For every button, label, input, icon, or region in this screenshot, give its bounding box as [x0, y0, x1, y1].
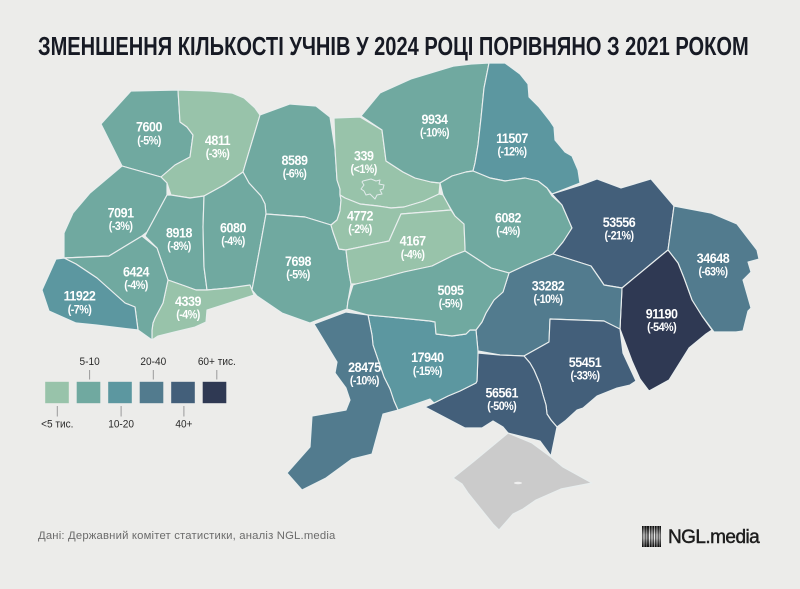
- svg-text:20-40: 20-40: [140, 355, 166, 368]
- svg-text:4811: 4811: [205, 132, 231, 148]
- svg-text:6424: 6424: [123, 264, 150, 280]
- svg-text:60+ тис.: 60+ тис.: [198, 355, 236, 368]
- svg-text:(-5%): (-5%): [439, 298, 463, 311]
- svg-text:(-4%): (-4%): [124, 279, 148, 292]
- svg-text:(-12%): (-12%): [497, 146, 527, 159]
- svg-text:28475: 28475: [348, 359, 381, 375]
- svg-text:11507: 11507: [496, 130, 528, 146]
- svg-text:7091: 7091: [108, 205, 135, 221]
- svg-text:(-10%): (-10%): [350, 375, 380, 388]
- svg-text:(-4%): (-4%): [221, 236, 245, 249]
- svg-text:7600: 7600: [136, 119, 162, 135]
- svg-text:(-4%): (-4%): [176, 309, 200, 322]
- svg-text:(-6%): (-6%): [283, 168, 307, 181]
- svg-text:6082: 6082: [495, 210, 521, 226]
- svg-text:6080: 6080: [220, 220, 246, 236]
- svg-text:(-5%): (-5%): [137, 135, 161, 148]
- svg-text:<5 тис.: <5 тис.: [41, 418, 73, 431]
- svg-text:4772: 4772: [347, 208, 373, 224]
- svg-text:(-54%): (-54%): [647, 321, 677, 334]
- svg-text:5-10: 5-10: [80, 355, 100, 368]
- svg-text:34648: 34648: [697, 250, 730, 266]
- svg-text:7698: 7698: [285, 253, 312, 269]
- svg-text:55451: 55451: [569, 354, 602, 370]
- svg-text:(-2%): (-2%): [348, 223, 372, 236]
- svg-text:(-3%): (-3%): [206, 148, 230, 161]
- svg-text:10-20: 10-20: [108, 418, 134, 431]
- svg-text:(-50%): (-50%): [487, 400, 517, 413]
- svg-text:9934: 9934: [421, 111, 448, 127]
- svg-text:91190: 91190: [646, 306, 678, 322]
- svg-text:(-5%): (-5%): [286, 269, 310, 282]
- svg-text:(-10%): (-10%): [420, 127, 450, 140]
- svg-text:(-63%): (-63%): [698, 266, 728, 279]
- svg-text:(-7%): (-7%): [68, 304, 92, 317]
- svg-text:17940: 17940: [411, 349, 444, 365]
- svg-text:(-8%): (-8%): [167, 241, 191, 254]
- svg-text:(<1%): (<1%): [351, 163, 378, 176]
- svg-text:(-15%): (-15%): [413, 365, 443, 378]
- svg-text:4167: 4167: [400, 233, 426, 249]
- svg-text:(-33%): (-33%): [570, 370, 600, 383]
- svg-text:11922: 11922: [64, 288, 96, 304]
- svg-text:56561: 56561: [485, 385, 518, 401]
- svg-text:8918: 8918: [166, 225, 193, 241]
- svg-text:4339: 4339: [175, 293, 201, 309]
- svg-text:(-4%): (-4%): [401, 249, 425, 262]
- svg-text:339: 339: [354, 148, 374, 164]
- svg-text:(-10%): (-10%): [533, 294, 563, 307]
- svg-text:40+: 40+: [175, 418, 192, 431]
- svg-text:5095: 5095: [437, 282, 464, 298]
- svg-text:8589: 8589: [281, 152, 307, 168]
- svg-text:(-3%): (-3%): [109, 221, 133, 234]
- svg-text:53556: 53556: [603, 214, 636, 230]
- svg-text:(-21%): (-21%): [604, 230, 634, 243]
- svg-text:(-4%): (-4%): [496, 226, 520, 239]
- svg-text:33282: 33282: [532, 278, 565, 294]
